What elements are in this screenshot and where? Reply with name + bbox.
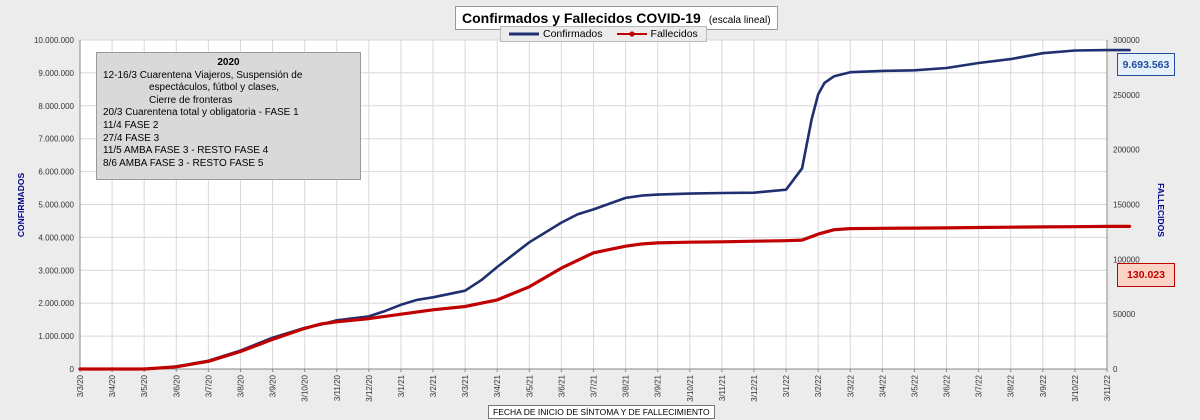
y-tick-label: 0	[70, 365, 75, 374]
annotation-year: 2020	[217, 57, 240, 68]
y2-tick-label: 250000	[1113, 91, 1140, 100]
x-tick-label: 3/4/22	[878, 374, 887, 397]
chart-title: Confirmados y Fallecidos COVID-19	[462, 10, 701, 26]
x-tick-label: 3/5/20	[140, 374, 149, 397]
legend-label-fallecidos: Fallecidos	[650, 28, 698, 40]
annotation-line: 11/5 AMBA FASE 3 - RESTO FASE 4	[103, 145, 269, 157]
x-tick-label: 3/10/21	[686, 374, 695, 401]
chart-subtitle: (escala lineal)	[708, 15, 771, 26]
x-tick-label: 3/8/22	[1007, 374, 1016, 397]
x-tick-label: 3/9/20	[269, 374, 278, 397]
y2-tick-label: 150000	[1113, 201, 1140, 210]
x-tick-label: 3/9/22	[1039, 374, 1048, 397]
annotation-line: Cierre de fronteras	[149, 94, 233, 106]
legend-line-fallecidos-icon	[616, 31, 647, 37]
x-axis-title: FECHA DE INICIO DE SÍNTOMA Y DE FALLECIM…	[488, 405, 715, 419]
legend: Confirmados Fallecidos	[500, 26, 707, 42]
y2-tick-label: 200000	[1113, 146, 1140, 155]
y2-tick-label: 0	[1113, 365, 1118, 374]
y2-tick-label: 100000	[1113, 255, 1140, 264]
axes: 0 1.000.000 2.000.000 3.000.000 4.000.000 5.0…	[34, 36, 1140, 402]
legend-label-confirmados: Confirmados	[543, 28, 603, 40]
x-tick-label: 3/2/21	[429, 374, 438, 397]
x-tick-label: 3/3/22	[846, 374, 855, 397]
y-tick-label: 5.000.000	[38, 201, 74, 210]
x-tick-label: 3/12/20	[365, 374, 374, 401]
x-tick-label: 3/7/21	[590, 374, 599, 397]
y-axis-title: CONFIRMADOS	[16, 173, 26, 238]
x-tick-label: 3/10/20	[301, 374, 310, 401]
annotation-line: espectáculos, fútbol y clases,	[149, 82, 280, 94]
y2-tick-label: 300000	[1113, 36, 1140, 45]
x-tick-label: 3/11/21	[718, 374, 727, 401]
x-tick-label: 3/4/21	[493, 374, 502, 397]
x-tick-label: 3/6/20	[172, 374, 181, 397]
legend-item-fallecidos: Fallecidos	[616, 28, 698, 40]
y-tick-label: 7.000.000	[38, 135, 74, 144]
y-tick-label: 6.000.000	[38, 168, 74, 177]
y-tick-label: 2.000.000	[38, 299, 74, 308]
x-tick-label: 3/3/21	[461, 374, 470, 397]
x-tick-label: 3/5/21	[525, 374, 534, 397]
latest-confirmados-value: 9.693.563	[1117, 53, 1175, 76]
x-tick-label: 3/9/21	[654, 374, 663, 397]
x-tick-label: 3/1/21	[397, 374, 406, 397]
series-line-fallecidos	[78, 224, 1132, 371]
y-tick-label: 8.000.000	[38, 102, 74, 111]
annotation-line: 12-16/3 Cuarentena Viajeros, Suspensión …	[103, 69, 303, 81]
y-tick-label: 1.000.000	[38, 332, 74, 341]
y-tick-label: 3.000.000	[38, 266, 74, 275]
x-tick-label: 3/1/22	[782, 374, 791, 397]
annotation-line: 8/6 AMBA FASE 3 - RESTO FASE 5	[103, 157, 264, 169]
legend-line-confirmados-icon	[509, 32, 539, 36]
x-tick-label: 3/11/20	[333, 374, 342, 401]
annotation-line: 20/3 Cuarentena total y obligatoria - FA…	[103, 107, 299, 119]
x-tick-label: 3/8/21	[622, 374, 631, 397]
latest-fallecidos-value: 130.023	[1117, 263, 1175, 287]
y-tick-label: 4.000.000	[38, 233, 74, 242]
y-tick-label: 10.000.000	[34, 36, 75, 45]
x-tick-label: 3/10/22	[1071, 374, 1080, 401]
legend-item-confirmados: Confirmados	[509, 28, 603, 40]
x-tick-label: 3/12/21	[750, 374, 759, 401]
x-tick-label: 3/5/22	[910, 374, 919, 397]
y2-tick-label: 50000	[1113, 310, 1136, 319]
annotation-line: 27/4 FASE 3	[103, 132, 160, 144]
x-tick-label: 3/7/20	[204, 374, 213, 397]
x-tick-label: 3/2/22	[814, 374, 823, 397]
x-tick-label: 3/4/20	[108, 374, 117, 397]
x-tick-label: 3/6/22	[943, 374, 952, 397]
x-tick-label: 3/8/20	[236, 374, 245, 397]
series-lines	[78, 48, 1132, 371]
annotation-line: 11/4 FASE 2	[103, 119, 159, 131]
x-tick-label: 3/6/21	[557, 374, 566, 397]
x-tick-label: 3/7/22	[975, 374, 984, 397]
y2-axis-title: FALLECIDOS	[1156, 183, 1166, 237]
x-tick-label: 3/11/22	[1103, 374, 1112, 401]
annotation-box: 2020 12-16/3 Cuarentena Viajeros, Suspen…	[96, 52, 361, 180]
y-tick-label: 9.000.000	[38, 69, 74, 78]
annotation-lines: 12-16/3 Cuarentena Viajeros, Suspensión …	[103, 70, 354, 171]
x-tick-label: 3/3/20	[76, 374, 85, 397]
